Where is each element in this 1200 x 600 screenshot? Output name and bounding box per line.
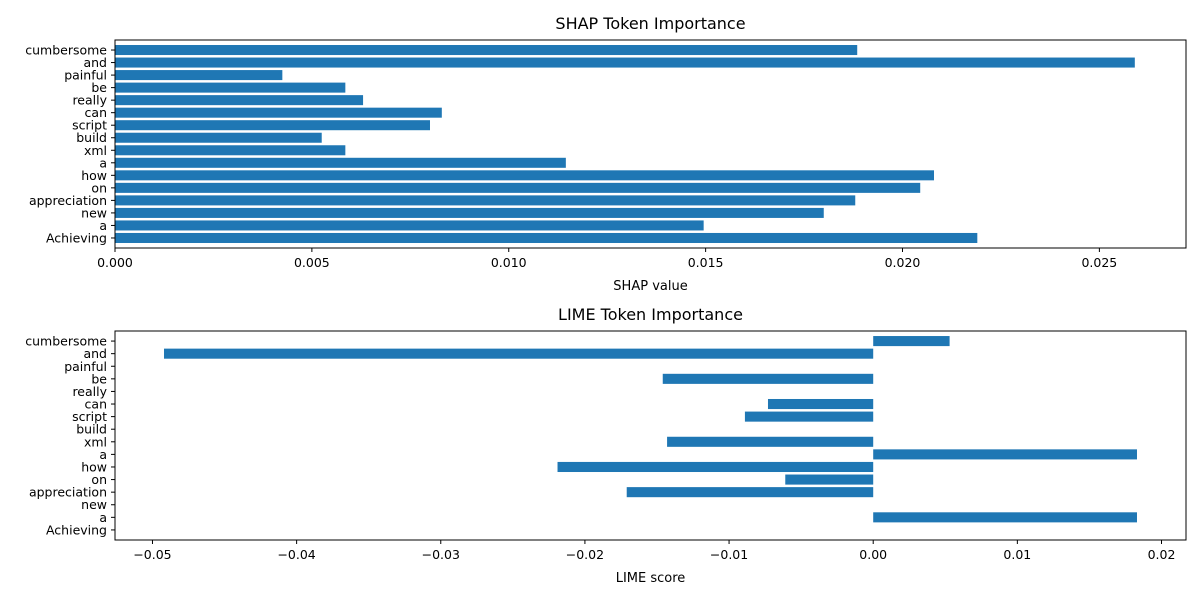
shap-ytick-label-11: really <box>72 93 107 108</box>
shap-xtick-label-5: 0.025 <box>1081 255 1117 270</box>
lime-bar-10 <box>767 398 874 410</box>
lime-xtick-label-1: −0.04 <box>277 547 315 562</box>
shap-bar-4 <box>115 182 921 193</box>
shap-ytick-label-14: and <box>83 55 107 70</box>
shap-bar-12 <box>115 82 346 93</box>
lime-ytick-label-8: build <box>76 422 107 437</box>
shap-ytick-label-0: Achieving <box>46 230 107 245</box>
lime-bar-7 <box>667 436 874 447</box>
shap-ytick-label-7: xml <box>84 143 107 158</box>
lime-ytick-label-4: on <box>91 472 107 487</box>
lime-bar-9 <box>744 411 874 422</box>
lime-ytick-label-9: script <box>72 409 107 424</box>
lime-chart: LIME Token ImportanceAchievinganewapprec… <box>25 305 1187 586</box>
shap-ytick-label-5: how <box>81 168 107 183</box>
shap-ytick-label-15: cumbersome <box>25 43 107 58</box>
lime-ytick-label-12: be <box>91 371 107 386</box>
shap-bar-3 <box>115 195 856 206</box>
lime-ytick-label-6: a <box>99 447 107 462</box>
shap-xtick-label-4: 0.020 <box>885 255 921 270</box>
shap-bar-0 <box>115 232 978 243</box>
shap-ytick-label-8: build <box>76 130 107 145</box>
shap-ytick-label-1: a <box>99 218 107 233</box>
lime-ytick-label-13: painful <box>64 359 107 374</box>
lime-bar-3 <box>626 487 874 498</box>
lime-ytick-label-2: new <box>81 497 107 512</box>
shap-bar-9 <box>115 120 430 131</box>
shap-xtick-label-0: 0.000 <box>97 255 133 270</box>
shap-bar-5 <box>115 170 934 181</box>
shap-bar-1 <box>115 220 704 231</box>
shap-xtick-label-3: 0.015 <box>688 255 724 270</box>
lime-bar-12 <box>662 373 874 384</box>
lime-xtick-label-6: 0.01 <box>1003 547 1031 562</box>
lime-xtick-label-4: −0.01 <box>710 547 748 562</box>
shap-ytick-label-3: appreciation <box>29 193 107 208</box>
shap-bar-14 <box>115 57 1135 68</box>
shap-ytick-label-4: on <box>91 180 107 195</box>
lime-ytick-label-3: appreciation <box>29 485 107 500</box>
lime-ytick-label-10: can <box>85 397 107 412</box>
lime-ytick-label-5: how <box>81 459 107 474</box>
lime-x-axis-label: LIME score <box>616 571 686 586</box>
lime-ytick-label-7: xml <box>84 434 107 449</box>
lime-ytick-label-14: and <box>83 346 107 361</box>
shap-bar-11 <box>115 95 364 106</box>
lime-ytick-label-15: cumbersome <box>25 334 107 349</box>
shap-chart-title: SHAP Token Importance <box>555 14 745 33</box>
lime-bar-6 <box>873 449 1137 460</box>
lime-xtick-label-0: −0.05 <box>133 547 171 562</box>
lime-ytick-label-1: a <box>99 510 107 525</box>
shap-xtick-label-1: 0.005 <box>294 255 330 270</box>
shap-bar-13 <box>115 70 283 81</box>
shap-ytick-label-12: be <box>91 80 107 95</box>
shap-ytick-label-10: can <box>85 105 107 120</box>
lime-ytick-label-11: really <box>72 384 107 399</box>
shap-x-axis-label: SHAP value <box>613 279 687 294</box>
lime-chart-title: LIME Token Importance <box>558 305 743 324</box>
shap-bar-7 <box>115 145 346 156</box>
shap-chart: SHAP Token ImportanceAchievinganewapprec… <box>25 14 1187 294</box>
lime-xtick-label-3: −0.02 <box>566 547 604 562</box>
shap-bar-2 <box>115 207 824 218</box>
lime-axes-frame <box>114 330 1187 541</box>
shap-ytick-label-2: new <box>81 205 107 220</box>
shap-bar-15 <box>115 45 858 56</box>
shap-bar-8 <box>115 132 322 143</box>
shap-xtick-label-2: 0.010 <box>491 255 527 270</box>
shap-ytick-label-9: script <box>72 118 107 133</box>
shap-bar-6 <box>115 157 566 168</box>
lime-ytick-label-0: Achieving <box>46 522 107 537</box>
lime-bar-1 <box>873 512 1137 523</box>
shap-bar-10 <box>115 107 442 118</box>
shap-axes-frame <box>114 39 1187 249</box>
lime-bar-14 <box>164 348 874 359</box>
lime-xtick-label-7: 0.02 <box>1148 547 1176 562</box>
lime-xtick-label-2: −0.03 <box>422 547 460 562</box>
lime-bar-4 <box>785 474 874 485</box>
lime-bar-5 <box>557 461 874 473</box>
shap-ytick-label-13: painful <box>64 68 107 83</box>
lime-bar-15 <box>873 336 950 347</box>
shap-ytick-label-6: a <box>99 155 107 170</box>
lime-xtick-label-5: 0.00 <box>859 547 887 562</box>
